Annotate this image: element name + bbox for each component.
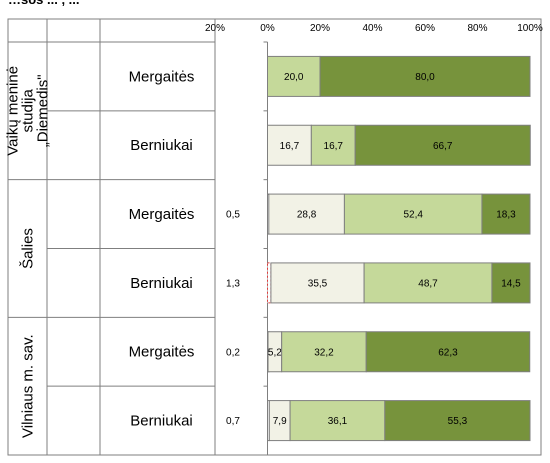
group-label: Vilniaus m. sav. <box>20 334 37 438</box>
lead-value-label: 1,3 <box>226 279 240 290</box>
chart-title: …sos ... , ... <box>8 0 80 7</box>
group-label: Vaikų meninė <box>5 66 22 156</box>
bar-segment <box>384 400 531 442</box>
bar-segment-lead <box>267 262 272 304</box>
data-label: 52,4 <box>403 210 423 221</box>
data-label: 48,7 <box>418 279 438 290</box>
data-label: 20,0 <box>284 72 304 83</box>
bar-segment <box>289 400 386 442</box>
category-label: Mergaitės <box>129 68 195 85</box>
data-label: 7,9 <box>273 416 287 427</box>
x-tick-label: 0% <box>260 23 275 34</box>
data-label: 66,7 <box>433 141 453 152</box>
data-label: 14,5 <box>501 279 521 290</box>
data-label: 32,2 <box>314 347 334 358</box>
data-label: 16,7 <box>324 141 344 152</box>
chart-frame <box>7 18 542 456</box>
bar-segments: 20,0 80,0 16,7 16,7 66,7 28,8 52,4 18,3 35,5 48,7… <box>267 55 531 442</box>
data-label: 35,5 <box>308 279 328 290</box>
data-label: 16,7 <box>280 141 300 152</box>
x-tick-label: 100% <box>517 23 543 34</box>
bar-segment <box>319 55 531 97</box>
x-tick-label: 60% <box>415 23 435 34</box>
lead-value-label: 0,7 <box>226 416 240 427</box>
x-tick-label: 40% <box>362 23 382 34</box>
lead-value-label: 0,5 <box>226 210 240 221</box>
lead-value-label: 0,2 <box>226 347 240 358</box>
data-label: 18,3 <box>496 210 516 221</box>
row-labels: …sos ... , ... Vaikų meninėstudija„Diemed… <box>5 0 241 438</box>
group-label: studija <box>20 88 37 132</box>
category-label: Berniukai <box>130 413 193 430</box>
group-label: Šalies <box>20 228 37 269</box>
bar-segment <box>281 331 367 373</box>
data-label: 62,3 <box>438 347 458 358</box>
group-label: „Diemedis" <box>35 74 52 147</box>
category-label: Berniukai <box>130 137 193 154</box>
data-label: 28,8 <box>297 210 317 221</box>
bar-segment <box>481 193 531 235</box>
category-label: Mergaitės <box>129 344 195 361</box>
bar-segment <box>365 331 531 373</box>
category-label: Berniukai <box>130 275 193 292</box>
x-tick-label: 80% <box>467 23 487 34</box>
data-label: 80,0 <box>415 72 435 83</box>
category-label: Mergaitės <box>129 206 195 223</box>
data-label: 5,2 <box>268 347 282 358</box>
bar-segment <box>363 262 493 304</box>
outer-border <box>7 18 542 456</box>
bar-segment <box>268 193 345 235</box>
bar-segment <box>270 262 365 304</box>
x-tick-label: 20% <box>205 23 225 34</box>
data-label: 55,3 <box>448 416 468 427</box>
bar-segment <box>491 262 531 304</box>
bar-segment <box>354 124 531 166</box>
data-label: 36,1 <box>328 416 348 427</box>
x-axis-tick-labels: 20% 0% 20% 40% 60% 80% 100% <box>205 23 543 34</box>
x-tick-label: 20% <box>310 23 330 34</box>
